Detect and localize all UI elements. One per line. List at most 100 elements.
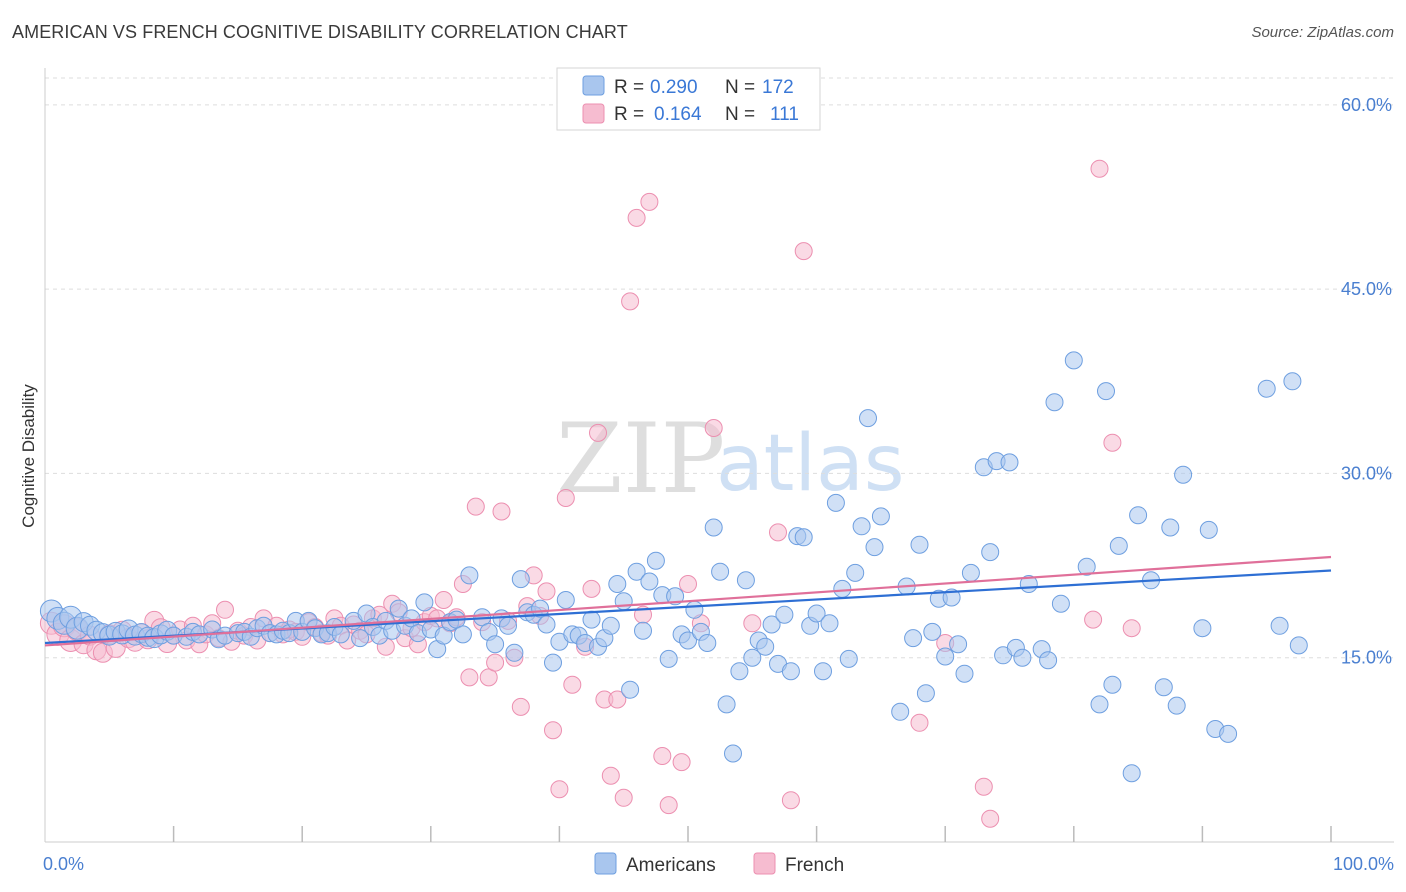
french-trend-line: [44, 555, 1332, 647]
americans-point: [646, 551, 665, 570]
legend-r-value-french: 0.164: [654, 104, 702, 125]
french-point: [563, 675, 582, 694]
bottom-legend-swatch-americans: [594, 852, 617, 875]
legend-swatch-french: [582, 103, 605, 124]
french-point: [974, 777, 993, 796]
y-tick-label: 60.0%: [1341, 95, 1392, 115]
americans-point: [415, 593, 434, 612]
americans-point: [1064, 351, 1083, 370]
french-point: [627, 208, 646, 227]
french-point: [781, 791, 800, 810]
americans-point: [936, 647, 955, 666]
americans-point: [537, 615, 556, 634]
americans-point: [1000, 453, 1019, 472]
french-point: [981, 809, 1000, 828]
americans-point: [807, 604, 826, 623]
french-point: [653, 747, 672, 765]
americans-point: [1257, 379, 1276, 398]
americans-point: [1090, 695, 1109, 714]
americans-point: [351, 629, 370, 648]
french-point: [621, 292, 640, 311]
americans-point: [666, 587, 685, 606]
americans-point: [1167, 696, 1186, 715]
french-point: [589, 423, 607, 442]
americans-point: [634, 621, 652, 640]
americans-point: [736, 571, 755, 590]
french-point: [769, 523, 787, 542]
americans-point: [756, 637, 775, 656]
americans-point: [704, 518, 723, 537]
french-point: [1122, 619, 1141, 638]
americans-point: [852, 517, 871, 536]
americans-point: [949, 635, 968, 654]
americans-point: [582, 610, 601, 629]
americans-point: [486, 635, 505, 654]
americans-point: [910, 535, 929, 554]
americans-point: [794, 528, 813, 547]
french-point: [910, 713, 929, 732]
french-point: [466, 497, 485, 516]
americans-point: [679, 631, 697, 650]
watermark-atlas: atlas: [716, 419, 905, 509]
french-point: [492, 502, 511, 521]
americans-point: [1219, 724, 1238, 743]
french-point: [640, 192, 659, 211]
americans-point: [904, 629, 923, 648]
americans-point: [1161, 518, 1180, 537]
americans-point: [608, 575, 627, 593]
americans-point: [627, 562, 646, 581]
americans-point: [621, 680, 640, 699]
legend-n-value-french: 111: [770, 104, 799, 125]
americans-point: [711, 562, 730, 581]
french-point: [216, 600, 234, 619]
french-point: [601, 766, 620, 785]
french-point: [582, 579, 601, 598]
french-point: [1084, 610, 1103, 629]
americans-point: [762, 615, 781, 634]
americans-point: [916, 684, 935, 703]
americans-point: [1045, 393, 1064, 412]
legend-n-value-americans: 172: [762, 77, 794, 98]
americans-point: [389, 599, 408, 618]
french-point: [672, 753, 691, 772]
americans-point: [531, 599, 550, 618]
americans-point: [775, 605, 794, 624]
french-point: [794, 242, 813, 261]
americans-point: [865, 538, 884, 557]
americans-point: [511, 570, 530, 589]
americans-point: [1097, 382, 1115, 401]
americans-point: [859, 409, 877, 428]
americans-point: [923, 622, 942, 641]
trend-lines: [44, 555, 1332, 647]
americans-point: [640, 572, 659, 591]
americans-point: [698, 634, 717, 652]
french-point: [743, 614, 762, 633]
americans-point: [961, 563, 980, 582]
legend-n-label-french: N =: [725, 104, 755, 125]
bottom-legend-french: French: [785, 855, 844, 876]
americans-point: [724, 744, 742, 763]
americans-point: [743, 648, 762, 667]
americans-point: [871, 507, 890, 526]
y-axis-label: Cognitive Disability: [19, 384, 38, 528]
americans-point: [826, 493, 845, 512]
americans-point: [1199, 520, 1218, 539]
french-point: [679, 575, 697, 593]
x-tick-label-start: 0.0%: [43, 854, 84, 874]
americans-point: [1013, 648, 1032, 667]
french-point: [550, 780, 569, 799]
americans-point: [544, 653, 562, 672]
americans-point: [1109, 536, 1128, 555]
americans-point: [1193, 619, 1212, 638]
legend-swatch-americans: [582, 75, 605, 96]
americans-point: [460, 566, 479, 585]
americans-point: [717, 695, 736, 714]
americans-point: [1103, 675, 1122, 694]
french-point: [1103, 433, 1122, 452]
french-point: [460, 668, 479, 687]
bottom-legend: Americans French: [594, 852, 844, 876]
french-point: [1090, 159, 1109, 178]
americans-point: [833, 579, 852, 598]
french-point: [614, 788, 633, 807]
americans-point: [1051, 594, 1070, 613]
